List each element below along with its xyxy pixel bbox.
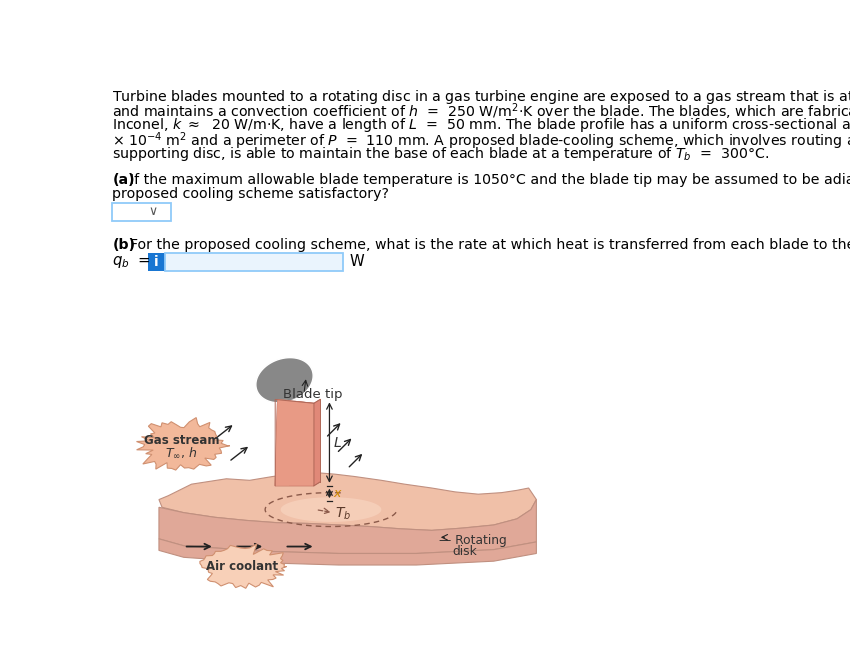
Text: $T_{\infty}$, $h$: $T_{\infty}$, $h$ [165, 446, 197, 460]
Polygon shape [275, 400, 289, 486]
Text: $q_b$  =: $q_b$ = [112, 254, 151, 270]
Polygon shape [159, 539, 536, 565]
Text: proposed cooling scheme satisfactory?: proposed cooling scheme satisfactory? [112, 187, 389, 201]
Polygon shape [314, 400, 320, 486]
Text: disk: disk [453, 545, 478, 558]
Text: Air coolant: Air coolant [206, 560, 278, 573]
Text: x: x [333, 487, 341, 500]
Polygon shape [275, 400, 314, 486]
Text: (b): (b) [112, 238, 135, 252]
FancyBboxPatch shape [148, 253, 165, 271]
Text: $\times$ 10$^{-4}$ m$^2$ and a perimeter of $P$  =  110 mm. A proposed blade-coo: $\times$ 10$^{-4}$ m$^2$ and a perimeter… [112, 131, 850, 152]
Text: Blade tip: Blade tip [283, 388, 343, 401]
Polygon shape [314, 400, 320, 486]
Text: Turbine blades mounted to a rotating disc in a gas turbine engine are exposed to: Turbine blades mounted to a rotating dis… [112, 88, 850, 106]
Text: For the proposed cooling scheme, what is the rate at which heat is transferred f: For the proposed cooling scheme, what is… [130, 238, 850, 252]
Text: Inconel, $k$ $\approx$  20 W/m$\cdot$K, have a length of $L$  =  50 mm. The blad: Inconel, $k$ $\approx$ 20 W/m$\cdot$K, h… [112, 116, 850, 134]
Polygon shape [159, 473, 536, 530]
FancyBboxPatch shape [112, 202, 171, 221]
Text: Gas stream: Gas stream [144, 434, 219, 447]
Polygon shape [256, 358, 313, 403]
Text: (a): (a) [112, 172, 135, 186]
Text: — Rotating: — Rotating [439, 534, 507, 547]
Text: W: W [349, 254, 365, 269]
FancyBboxPatch shape [165, 253, 343, 271]
Polygon shape [159, 500, 536, 553]
Polygon shape [275, 400, 289, 486]
Text: $T_b$: $T_b$ [335, 506, 351, 522]
Text: i: i [155, 255, 159, 269]
Text: and maintains a convection coefficient of $h$  =  250 W/m$^2$$\cdot$K over the b: and maintains a convection coefficient o… [112, 102, 850, 123]
Polygon shape [137, 418, 230, 470]
Polygon shape [280, 498, 382, 522]
Text: supporting disc, is able to maintain the base of each blade at a temperature of : supporting disc, is able to maintain the… [112, 145, 770, 163]
Polygon shape [200, 544, 286, 588]
Text: If the maximum allowable blade temperature is 1050°C and the blade tip may be as: If the maximum allowable blade temperatu… [130, 172, 850, 186]
Text: ∨: ∨ [149, 206, 158, 218]
Text: L: L [333, 436, 341, 450]
Polygon shape [275, 400, 314, 486]
Polygon shape [256, 358, 313, 403]
Polygon shape [275, 400, 314, 486]
